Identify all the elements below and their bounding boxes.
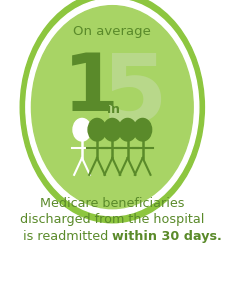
Circle shape xyxy=(20,0,204,223)
Circle shape xyxy=(119,118,137,141)
Circle shape xyxy=(26,0,199,216)
Text: within 30 days.: within 30 days. xyxy=(112,230,222,243)
Circle shape xyxy=(88,118,106,141)
Text: discharged from the hospital: discharged from the hospital xyxy=(20,213,205,226)
Text: is readmitted: is readmitted xyxy=(23,230,112,243)
Text: On average: On average xyxy=(73,25,151,38)
Circle shape xyxy=(103,118,121,141)
Circle shape xyxy=(73,118,91,141)
Circle shape xyxy=(134,118,152,141)
Text: 5: 5 xyxy=(102,50,168,142)
Text: 1: 1 xyxy=(63,50,119,128)
Text: in: in xyxy=(107,103,120,116)
Circle shape xyxy=(31,6,193,209)
Text: Medicare beneficiaries: Medicare beneficiaries xyxy=(40,197,185,210)
